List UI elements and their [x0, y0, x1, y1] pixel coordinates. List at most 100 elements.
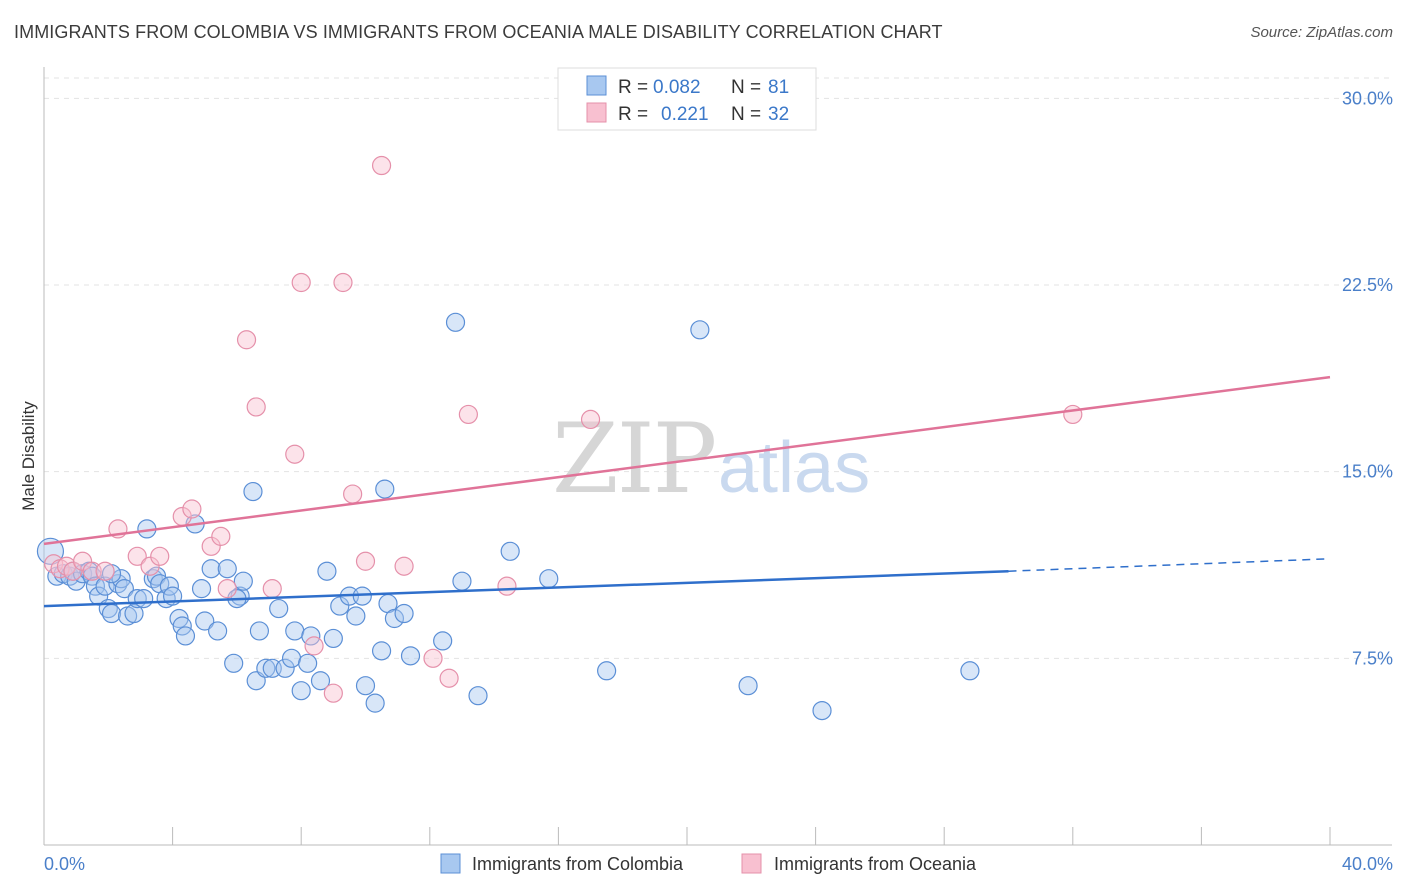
legend-r-label: R = — [618, 104, 648, 125]
data-point — [269, 598, 289, 619]
data-point — [690, 320, 710, 340]
data-point — [346, 606, 366, 626]
x-tick-label-min: 0.0% — [44, 854, 85, 874]
trend-lines — [43, 375, 1331, 608]
data-point — [580, 409, 601, 429]
data-point — [249, 621, 270, 641]
data-point — [236, 330, 257, 350]
data-point — [291, 681, 311, 701]
bottom-legend-label-colombia: Immigrants from Colombia — [472, 854, 684, 874]
data-point — [275, 658, 295, 678]
data-point — [323, 628, 343, 649]
data-point — [343, 484, 363, 504]
data-point — [150, 546, 170, 566]
data-point — [439, 668, 459, 688]
data-point — [211, 526, 231, 546]
x-tick-labels: 0.0% 40.0% — [44, 854, 1393, 874]
data-point — [224, 653, 244, 673]
data-point — [217, 559, 237, 579]
legend-n-value-colombia: 81 — [768, 77, 789, 98]
data-point — [738, 676, 758, 696]
data-point — [355, 551, 376, 571]
data-point — [101, 603, 122, 624]
series-oceania-points — [44, 155, 1083, 703]
data-point — [285, 621, 305, 641]
data-point — [127, 546, 147, 566]
data-point — [291, 272, 311, 293]
data-point — [330, 596, 350, 616]
data-point — [201, 559, 221, 579]
data-point — [468, 686, 488, 706]
data-point — [812, 700, 832, 721]
data-point — [298, 653, 318, 673]
data-point — [445, 312, 466, 332]
bottom-legend-swatch-colombia — [440, 853, 461, 874]
source-label: Source: ZipAtlas.com — [1250, 24, 1393, 41]
data-point — [394, 556, 414, 576]
data-point — [195, 611, 215, 631]
data-point — [497, 576, 517, 596]
axes — [43, 67, 1392, 846]
data-point — [246, 397, 266, 417]
data-point — [208, 621, 228, 641]
data-point — [317, 561, 337, 581]
series-colombia-points — [36, 93, 980, 721]
y-tick-label: 15.0% — [1342, 462, 1393, 482]
data-point — [304, 636, 324, 656]
data-point — [201, 536, 221, 556]
bottom-legend-swatch-oceania — [741, 853, 762, 874]
data-point — [217, 579, 237, 599]
data-point — [371, 155, 392, 176]
data-point — [355, 676, 376, 696]
legend: R = 0.082 N = 81 R = 0.221 N = 32 — [557, 67, 817, 131]
legend-n-label: N = — [731, 77, 761, 98]
data-point — [371, 641, 392, 661]
data-point — [1063, 404, 1083, 425]
data-point — [63, 561, 83, 581]
data-point — [140, 556, 160, 576]
watermark-atlas: atlas — [718, 428, 870, 508]
data-point — [597, 661, 617, 681]
y-tick-label: 22.5% — [1342, 275, 1393, 295]
data-point — [281, 648, 302, 668]
data-point — [191, 579, 212, 599]
data-point — [175, 626, 196, 646]
legend-n-label: N = — [731, 104, 761, 125]
data-point — [394, 603, 414, 624]
data-point — [400, 646, 421, 666]
data-point — [433, 631, 453, 651]
legend-r-value-colombia: 0.082 — [653, 77, 701, 98]
legend-r-value-oceania: 0.221 — [661, 104, 709, 125]
data-point — [114, 579, 134, 599]
data-point — [310, 671, 331, 691]
data-point — [262, 579, 282, 599]
y-tick-labels: 7.5% 15.0% 22.5% 30.0% — [1342, 88, 1393, 668]
trend-line-colombia — [43, 569, 1009, 608]
y-tick-label: 30.0% — [1342, 88, 1393, 108]
y-tick-label: 7.5% — [1352, 648, 1393, 668]
data-point — [333, 272, 353, 293]
data-point — [124, 603, 144, 624]
data-point — [95, 561, 115, 581]
data-point — [960, 661, 980, 681]
trend-line-colombia-extension — [1008, 558, 1331, 572]
data-point — [182, 499, 202, 519]
data-point — [243, 481, 263, 502]
data-point — [365, 693, 385, 713]
watermark: ZIP atlas — [552, 403, 870, 515]
data-point — [539, 569, 559, 589]
data-point — [384, 608, 405, 629]
y-axis-label: Male Disability — [19, 401, 38, 511]
legend-n-value-oceania: 32 — [768, 104, 789, 125]
data-point — [352, 586, 372, 606]
data-point — [423, 648, 443, 668]
data-point — [72, 551, 93, 571]
data-point — [458, 404, 478, 425]
chart-title: IMMIGRANTS FROM COLOMBIA VS IMMIGRANTS F… — [14, 22, 943, 42]
x-tick-label-max: 40.0% — [1342, 854, 1393, 874]
data-point — [285, 444, 305, 464]
trend-line-oceania — [43, 375, 1331, 546]
data-point — [375, 479, 395, 499]
data-point — [36, 537, 65, 565]
